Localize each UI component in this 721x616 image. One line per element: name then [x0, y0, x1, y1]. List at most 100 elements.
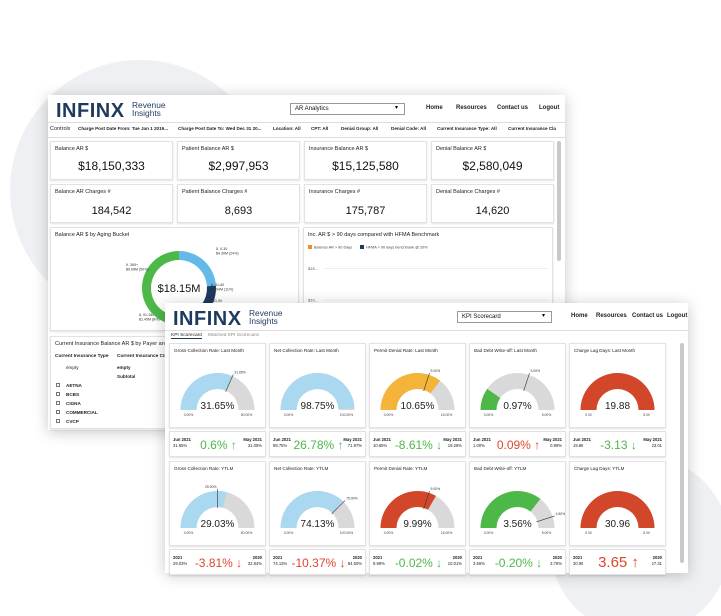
change-value: -10.37% ↓	[291, 556, 346, 570]
nav-link[interactable]: Logout	[539, 105, 560, 111]
period-left: Jun 2021	[473, 437, 491, 442]
period-left: Jun 2021	[273, 437, 291, 442]
gauge-fill	[580, 491, 655, 528]
gauge-marker	[523, 372, 530, 392]
kpi-card: Balance AR $ $18,150,333	[50, 141, 173, 180]
filter: Charge Post Date To: Wed Dec 31 20...	[178, 126, 262, 131]
period-right: 2020	[652, 555, 662, 560]
gauge: 3.00% 0.97% 0.00% 5.00%	[480, 369, 555, 417]
row-expander[interactable]	[56, 383, 60, 387]
gauge-title: Net Collection Rate: YTLM	[274, 466, 329, 471]
gauge-min: 0.00%	[384, 531, 394, 535]
table-cell: COMMERCIAL	[66, 410, 98, 415]
legend-swatch	[360, 245, 364, 249]
gauge-marker-label: 25.00%	[205, 485, 217, 489]
gauge-min: 0.00%	[484, 413, 494, 417]
period-left: 29.03%	[173, 561, 188, 566]
gauge-marker	[423, 372, 430, 392]
period-right: 2020	[252, 555, 262, 560]
gauge-max: 5.00	[643, 413, 650, 417]
gauge-marker-label: 75.00%	[346, 496, 358, 500]
gauge: 9.00% 10.65% 0.00% 15.00%	[380, 369, 455, 417]
gauge-card: Bad Debt Write-off: YTLM 4.50% 3.56% 0.00% 5…	[469, 461, 566, 546]
period-right: 27.31	[651, 561, 662, 566]
period-right: 84.50%	[347, 561, 362, 566]
gauge-marker-label: 31.65%	[234, 370, 246, 374]
header-divider	[48, 122, 565, 123]
dropdown[interactable]: KPI Scorecard	[457, 311, 552, 323]
kpi-card: Insurance Balance AR $ $15,125,580	[304, 141, 427, 180]
nav-link[interactable]: Contact us	[632, 313, 664, 319]
period-right: 31.05%	[247, 443, 262, 448]
row-expander[interactable]	[56, 401, 60, 405]
comparison-card: Jun 2021 1.00% May 2021 0.99% 0.09% ↑	[469, 431, 566, 457]
comparison-card: Jun 2021 19.88 May 2021 23.01 -3.13 ↓	[569, 431, 666, 457]
gauge-marker-label: 9.00%	[431, 369, 441, 373]
nav-link[interactable]: Contact us	[497, 105, 529, 111]
comparison-card: Jun 2021 31.65% May 2021 31.05% 0.6% ↑	[169, 431, 266, 457]
period-left: 2021	[273, 555, 283, 560]
gauge-marker	[331, 500, 346, 515]
front-window: INFINX Revenue Insights KPI Scorecard ▾ Home…	[165, 303, 688, 575]
kpi-label: Balance AR $	[55, 146, 89, 152]
gauge-title: Bad Debt Write-off: YTLM	[474, 466, 527, 471]
change-value: -3.81% ↓	[194, 556, 243, 570]
gauge-max: 5.00%	[542, 531, 552, 535]
period-left: Jun 2021	[373, 437, 391, 442]
legend-label: Balance AR > 90 Days	[314, 246, 352, 250]
period-right: 2020	[352, 555, 362, 560]
period-left: 9.99%	[373, 561, 385, 566]
gauge-value: 31.65%	[201, 401, 235, 412]
gauge-max: 50.00%	[241, 531, 253, 535]
nav-link[interactable]: Home	[426, 105, 443, 111]
gauge-card: Gross Collection Rate: Last Month 31.65% 3…	[169, 343, 266, 428]
gauge-title: Permit Denial Rate: Last Month	[374, 348, 438, 353]
tab[interactable]: KPI Scorecard	[171, 333, 202, 339]
gauge-card: Gross Collection Rate: YTLM 25.00% 29.03% 0…	[169, 461, 266, 546]
change-value: -0.02% ↓	[394, 556, 443, 570]
change-value: -8.61% ↓	[394, 438, 443, 452]
gauge-card: Bad Debt Write-off: Last Month 3.00% 0.97%…	[469, 343, 566, 428]
gauge-card: Charge Lag Days: Last Month 19.88 0.00 5.00	[569, 343, 666, 428]
donut-label: 9, 365+	[126, 263, 138, 267]
gauge-min: 0.00%	[184, 531, 194, 535]
gauge-max: 15.00%	[441, 531, 453, 535]
comparison-card: 2021 3.56% 2020 3.76% -0.20% ↓	[469, 549, 566, 575]
nav-link[interactable]: Logout	[667, 313, 688, 319]
period-right: May 2021	[643, 437, 662, 442]
period-right: 10.01%	[447, 561, 462, 566]
gauge-title: Bad Debt Write-off: Last Month	[474, 348, 537, 353]
table-cell: AETNA	[66, 383, 82, 388]
y-tick-label: $10...	[308, 298, 318, 303]
period-left: 31.65%	[173, 443, 188, 448]
gauge-max: 5.00%	[542, 413, 552, 417]
period-left: 2021	[373, 555, 383, 560]
change-value: 26.78% ↑	[293, 438, 344, 452]
gauge-min: 0.00%	[284, 413, 294, 417]
change-value: 3.65 ↑	[598, 554, 639, 571]
filter: Controls	[50, 126, 71, 132]
gauge-value: 29.03%	[201, 519, 235, 530]
period-left: 1.00%	[473, 443, 485, 448]
gauge-min: 0.00	[585, 413, 592, 417]
nav-link[interactable]: Home	[571, 313, 588, 319]
table-cell: BCBS	[66, 392, 80, 397]
donut-value-label: $1.45M (8%)	[139, 318, 160, 322]
nav-link[interactable]: Resources	[456, 105, 487, 111]
row-expander[interactable]	[56, 410, 60, 414]
table-header: Current Insurance Type	[55, 354, 109, 359]
gauge-max: 15.00%	[441, 413, 453, 417]
table-cell: CVCP	[66, 419, 79, 424]
period-right: 3.76%	[550, 561, 562, 566]
gauge: 9.00% 9.99% 0.00% 15.00%	[380, 487, 455, 535]
donut-segment	[179, 251, 216, 287]
period-left: 2021	[473, 555, 483, 560]
tab[interactable]: Matched KPI Scorecard	[208, 333, 259, 338]
row-expander[interactable]	[56, 419, 60, 423]
nav-link[interactable]: Resources	[596, 313, 627, 319]
change-value: 0.09% ↑	[496, 438, 541, 452]
gauge-value: 10.65%	[401, 401, 435, 412]
dropdown[interactable]: AR Analytics	[290, 103, 405, 115]
kpi-value: 14,620	[475, 205, 510, 217]
row-expander[interactable]	[56, 392, 60, 396]
